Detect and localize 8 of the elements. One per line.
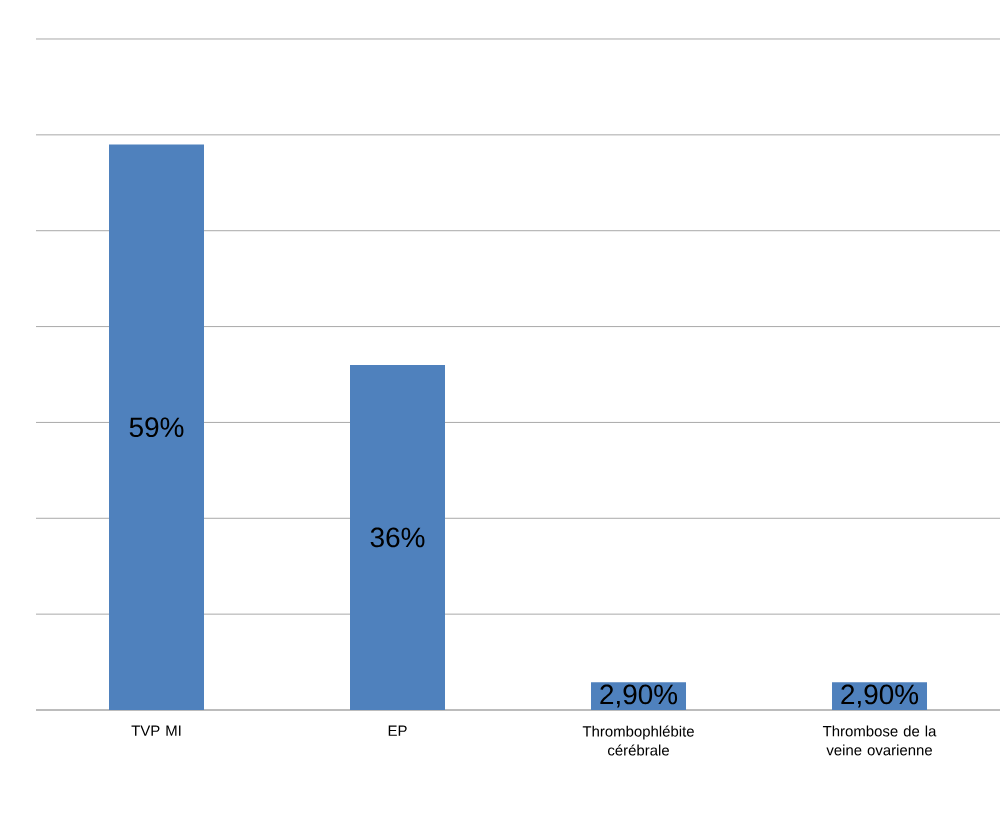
data-label: 59% [129, 417, 184, 438]
x-tick-label: Thrombose de la veine ovarienne [822, 725, 937, 756]
data-label: 36% [370, 527, 425, 548]
x-tick-label: EP [388, 725, 407, 736]
data-label: 2,90% [600, 684, 678, 708]
data-label: 2,90% [841, 684, 919, 708]
x-tick-label: Thrombophlébite cérébrale [582, 725, 694, 756]
x-tick-label: TVP MI [131, 725, 181, 736]
